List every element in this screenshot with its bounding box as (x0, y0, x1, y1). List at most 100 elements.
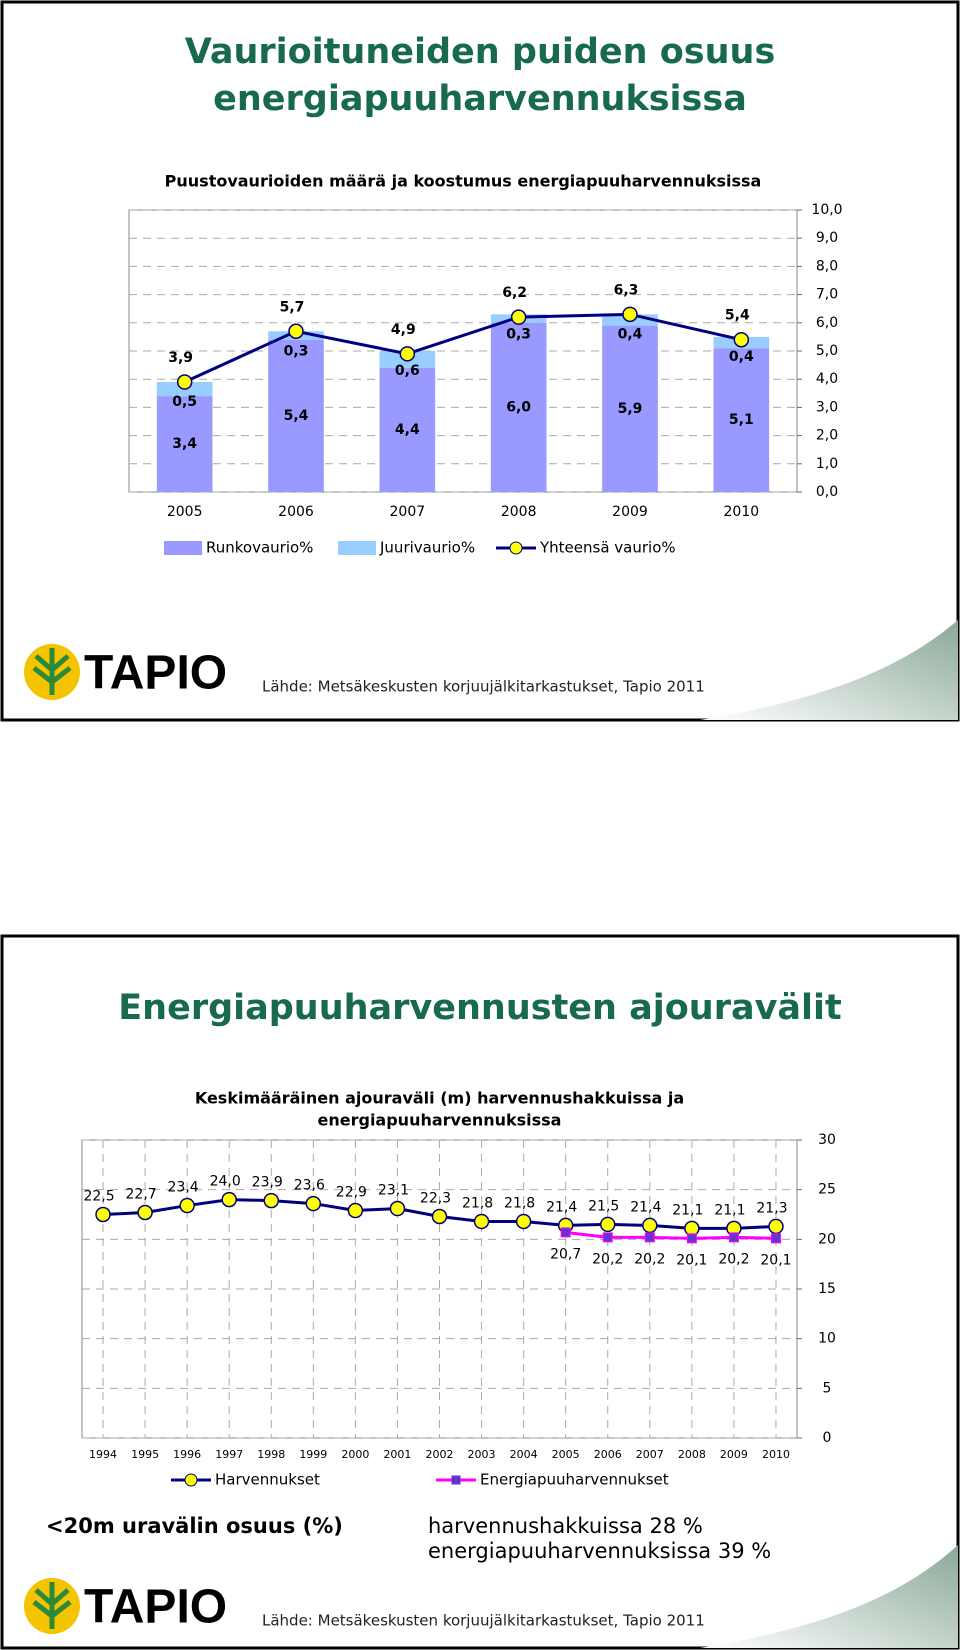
bar (602, 325, 658, 492)
y-tick-label: 4,0 (816, 371, 838, 387)
marker (305, 1195, 322, 1212)
bar (490, 322, 547, 492)
legend-label: Harvennukset (215, 1471, 320, 1489)
marker (347, 1202, 364, 1219)
note-heading: <20m uravälin osuus (%) (46, 1514, 343, 1538)
marker (431, 1208, 448, 1225)
y-tick-label: 5,0 (816, 343, 838, 359)
slide-title: Energiapuuharvennusten ajouravälit (118, 988, 842, 1028)
note-line: harvennushakkuissa 28 % (428, 1514, 703, 1538)
y-tick-label: 15 (818, 1281, 836, 1297)
x-tick-label: 2010 (724, 504, 760, 520)
value-label: 22,3 (420, 1190, 451, 1206)
value-label: 21,1 (672, 1202, 703, 1218)
y-tick-label: 25 (818, 1182, 836, 1198)
marker (728, 1232, 739, 1243)
x-tick-label: 2006 (278, 504, 314, 520)
value-label: 5,7 (280, 299, 305, 315)
marker (768, 1218, 784, 1235)
value-label: 21,8 (504, 1195, 535, 1211)
marker (602, 1232, 613, 1243)
marker (473, 1213, 490, 1230)
slide-title: Vaurioituneiden puiden osuus (185, 32, 776, 72)
x-tick-label: 1995 (131, 1448, 159, 1461)
bar (713, 348, 770, 492)
y-tick-label: 10 (818, 1331, 836, 1347)
value-label: 0,4 (729, 349, 754, 365)
value-label: 20,1 (676, 1252, 707, 1268)
marker (389, 1200, 406, 1217)
value-label: 23,4 (168, 1180, 199, 1196)
marker (263, 1192, 280, 1209)
value-label: 0,5 (172, 394, 197, 410)
y-tick-label: 7,0 (816, 287, 838, 303)
chart-title: Puustovaurioiden määrä ja koostumus ener… (165, 172, 762, 191)
value-label: 21,4 (546, 1199, 577, 1215)
note-line: energiapuuharvennuksissa 39 % (428, 1539, 771, 1563)
marker (510, 309, 527, 325)
value-label: 20,1 (760, 1252, 791, 1268)
x-tick-label: 2009 (612, 504, 648, 520)
marker (399, 346, 416, 362)
value-label: 20,2 (634, 1251, 665, 1267)
value-label: 0,4 (618, 326, 643, 342)
marker (622, 306, 638, 323)
value-label: 3,9 (168, 350, 193, 366)
x-tick-label: 2007 (636, 1448, 664, 1461)
x-tick-label: 2004 (510, 1448, 538, 1461)
marker (770, 1233, 781, 1244)
x-tick-label: 1998 (257, 1448, 285, 1461)
y-tick-label: 2,0 (816, 428, 838, 444)
legend-marker (509, 541, 523, 555)
marker (515, 1213, 532, 1230)
value-label: 5,9 (618, 401, 643, 417)
value-label: 5,4 (284, 408, 309, 424)
marker (733, 331, 750, 348)
x-tick-label: 2005 (552, 1448, 580, 1461)
value-label: 20,2 (592, 1251, 623, 1267)
chart-title: Keskimääräinen ajouraväli (m) harvennush… (195, 1089, 684, 1108)
x-tick-label: 2005 (167, 504, 203, 520)
logo-text: TAPIO (84, 647, 227, 700)
value-label: 5,4 (725, 308, 750, 324)
line (565, 1230, 777, 1240)
slide (0, 934, 960, 1650)
value-label: 20,2 (718, 1251, 749, 1267)
legend-label: Energiapuuharvennukset (480, 1471, 669, 1489)
legend-label: Runkovaurio% (206, 539, 313, 557)
logo: TAPIO (24, 1578, 227, 1634)
value-label: 22,9 (336, 1185, 367, 1201)
value-label: 22,5 (83, 1189, 114, 1205)
y-tick-label: 0,0 (816, 484, 838, 500)
marker (179, 1197, 195, 1214)
value-label: 4,4 (395, 422, 420, 438)
legend-swatch (164, 541, 202, 555)
value-label: 21,4 (630, 1199, 661, 1215)
y-tick-label: 10,0 (811, 202, 842, 218)
x-tick-label: 2000 (341, 1448, 369, 1461)
marker (176, 374, 193, 390)
slide-title: energiapuuharvennuksissa (213, 79, 747, 119)
value-label: 22,7 (126, 1187, 157, 1203)
x-tick-label: 2009 (720, 1448, 748, 1461)
y-tick-label: 20 (818, 1231, 836, 1247)
y-tick-label: 0 (823, 1430, 832, 1446)
y-tick-label: 9,0 (816, 230, 838, 246)
value-label: 24,0 (210, 1174, 241, 1190)
bar (268, 339, 324, 492)
x-tick-label: 2008 (678, 1448, 706, 1461)
x-tick-label: 2003 (468, 1448, 496, 1461)
marker (221, 1191, 237, 1208)
chart-title: energiapuuharvennuksissa (318, 1111, 562, 1130)
y-tick-label: 30 (818, 1132, 836, 1148)
x-tick-label: 2010 (762, 1448, 790, 1461)
marker (137, 1204, 153, 1221)
x-tick-label: 2002 (426, 1448, 454, 1461)
legend-swatch (338, 541, 376, 555)
logo-text: TAPIO (84, 1581, 227, 1634)
x-tick-label: 2001 (383, 1448, 411, 1461)
value-label: 6,0 (506, 399, 531, 415)
logo: TAPIO (24, 644, 227, 700)
legend-marker (451, 1475, 461, 1485)
